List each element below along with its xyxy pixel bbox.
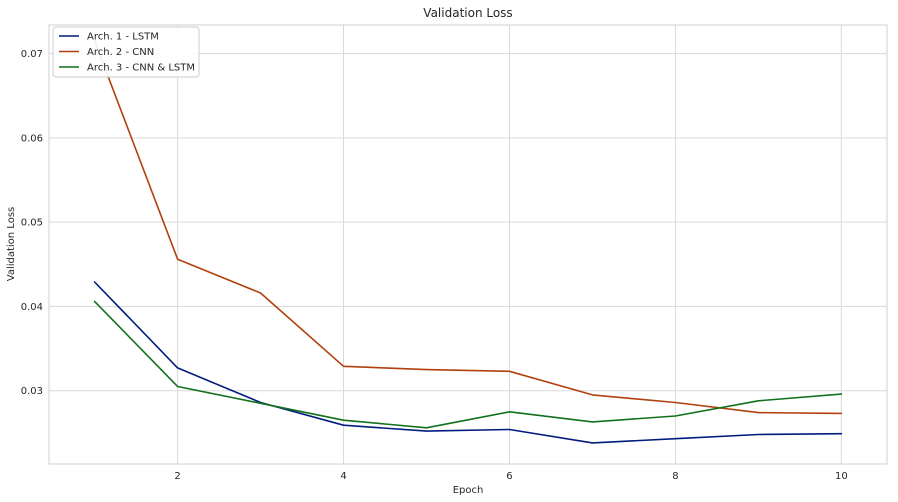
x-tick-label: 2	[174, 471, 180, 482]
series-line-1	[93, 281, 843, 444]
x-axis-ticks: 2 4 6 8 10	[174, 471, 847, 482]
y-tick-label: 0.05	[21, 218, 43, 229]
legend: Arch. 1 - LSTM Arch. 2 - CNN Arch. 3 - CNN…	[52, 26, 200, 78]
y-tick-label: 0.03	[21, 386, 43, 397]
chart-title: Validation Loss	[423, 6, 512, 20]
grid	[49, 25, 887, 464]
y-axis-label: Validation Loss	[6, 207, 17, 282]
legend-box	[52, 26, 200, 78]
x-tick-label: 6	[506, 471, 512, 482]
x-tick-label: 8	[672, 471, 678, 482]
series-line-3	[93, 300, 843, 429]
legend-entry-1: Arch. 1 - LSTM	[87, 32, 159, 43]
series-line-2	[93, 40, 843, 415]
y-tick-label: 0.04	[21, 302, 43, 313]
x-tick-label: 4	[340, 471, 346, 482]
y-tick-label: 0.07	[21, 49, 43, 60]
x-tick-label: 10	[835, 471, 848, 482]
y-tick-label: 0.06	[21, 133, 43, 144]
y-axis-ticks: 0.03 0.04 0.05 0.06 0.07	[21, 49, 43, 397]
x-axis-label: Epoch	[453, 485, 484, 496]
legend-entry-2: Arch. 2 - CNN	[87, 47, 154, 58]
plot-area	[48, 24, 888, 465]
legend-entry-3: Arch. 3 - CNN & LSTM	[87, 63, 195, 74]
series-lines	[93, 40, 843, 444]
